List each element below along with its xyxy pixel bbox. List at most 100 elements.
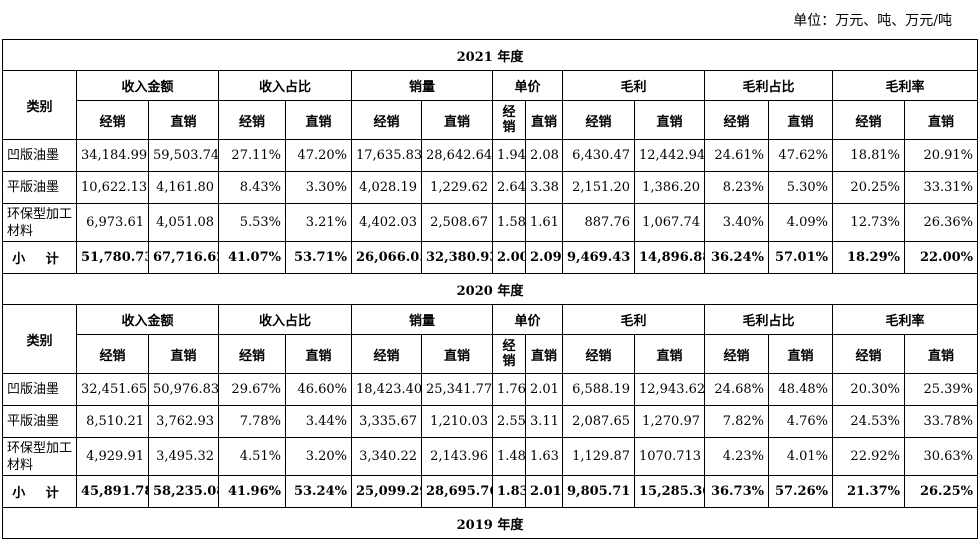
table-cell: 6,430.47 <box>562 139 635 172</box>
table-cell: 28,642.64 <box>421 139 493 172</box>
group-header: 毛利 <box>562 304 705 335</box>
table-cell: 4,051.08 <box>148 203 219 242</box>
table-cell: 1,229.62 <box>421 171 493 204</box>
table-cell: 20.91% <box>903 139 979 172</box>
table-cell: 50,976.83 <box>148 373 219 406</box>
header-row-groups: 类别 收入金额 收入占比 销量 单价 毛利 毛利占比 毛利率 <box>2 304 979 374</box>
table-cell: 1070.713 <box>634 437 705 476</box>
table-cell: 24.53% <box>832 405 905 438</box>
subtotal-row: 小 计 51,780.73 67,716.62 41.07% 53.71% 26,066.… <box>2 241 979 274</box>
table-cell: 2.08 <box>525 139 563 172</box>
table-cell: 2,508.67 <box>421 203 493 242</box>
table-cell: 2,087.65 <box>562 405 635 438</box>
table-cell: 8,510.21 <box>76 405 149 438</box>
table-cell: 4.23% <box>704 437 769 476</box>
subtotal-cell: 51,780.73 <box>76 241 149 274</box>
unit-note: 单位：万元、吨、万元/吨 <box>793 13 952 29</box>
subtotal-cell: 36.24% <box>704 241 769 274</box>
group-header: 毛利率 <box>831 70 979 101</box>
table-cell: 3.21% <box>285 203 352 242</box>
channel-header-distribution: 经销 <box>351 100 422 140</box>
table-cell: 34,184.99 <box>76 139 149 172</box>
group-header: 收入金额 <box>76 70 219 101</box>
subtotal-row: 小 计 45,891.78 58,235.08 41.96% 53.24% 25,099.… <box>2 475 979 508</box>
channel-header-distribution: 经销 <box>492 334 526 374</box>
subtotal-cell: 25,099.29 <box>351 475 422 508</box>
table-cell: 1.76 <box>492 373 526 406</box>
channel-header-distribution: 经销 <box>704 100 769 140</box>
subtotal-label: 小 计 <box>2 475 77 508</box>
table-cell: 7.78% <box>218 405 286 438</box>
table-cell: 46.60% <box>285 373 352 406</box>
channel-header-direct: 直销 <box>768 100 833 140</box>
table-cell: 20.30% <box>832 373 905 406</box>
table-cell: 10,622.13 <box>76 171 149 204</box>
table-cell: 2.55 <box>492 405 526 438</box>
channel-header-distribution: 经销 <box>562 100 635 140</box>
subtotal-cell: 53.24% <box>285 475 352 508</box>
table-cell: 4,028.19 <box>351 171 422 204</box>
year-title: 2021 年度 <box>1 39 979 71</box>
subtotal-cell: 28,695.76 <box>421 475 493 508</box>
table-cell: 12.73% <box>832 203 905 242</box>
subtotal-cell: 14,896.88 <box>634 241 705 274</box>
channel-header-distribution: 经销 <box>218 100 286 140</box>
table-cell: 25.39% <box>903 373 979 406</box>
subtotal-cell: 53.71% <box>285 241 352 274</box>
table-row: 平版油墨 10,622.13 4,161.80 8.43% 3.30% 4,028.19 1… <box>2 171 979 204</box>
table-cell: 3.11 <box>525 405 563 438</box>
table-cell: 1,386.20 <box>634 171 705 204</box>
year-row: 2021 年度 <box>1 39 979 71</box>
table-cell: 6,588.19 <box>562 373 635 406</box>
channel-header-direct: 直销 <box>903 100 979 140</box>
year-title: 2020 年度 <box>1 273 979 305</box>
table-cell: 1.48 <box>492 437 526 476</box>
table-cell: 2,151.20 <box>562 171 635 204</box>
channel-header-direct: 直销 <box>525 334 563 374</box>
table-cell: 3,340.22 <box>351 437 422 476</box>
row-category: 环保型加工材料 <box>2 203 77 242</box>
subtotal-cell: 57.01% <box>768 241 833 274</box>
channel-header-direct: 直销 <box>525 100 563 140</box>
channel-header-direct: 直销 <box>421 334 493 374</box>
header-row-channels: 经销 直销 经销 直销 经销 直销经销直销 经销 直销 经销 直销 经销 直销 <box>3 100 979 140</box>
channel-header-distribution: 经销 <box>832 334 905 374</box>
table-cell: 4.51% <box>218 437 286 476</box>
subtotal-cell: 41.96% <box>218 475 286 508</box>
table-cell: 1.94 <box>492 139 526 172</box>
table-cell: 1.61 <box>525 203 563 242</box>
table-cell: 4.76% <box>768 405 833 438</box>
table-cell: 3,335.67 <box>351 405 422 438</box>
subtotal-cell: 32,380.93 <box>421 241 493 274</box>
table-cell: 26.36% <box>903 203 979 242</box>
subtotal-cell: 22.00% <box>903 241 979 274</box>
table-cell: 5.30% <box>768 171 833 204</box>
subtotal-cell: 26,066.05 <box>351 241 422 274</box>
channel-header-direct: 直销 <box>903 334 979 374</box>
group-header: 收入占比 <box>218 70 352 101</box>
group-header: 收入占比 <box>218 304 352 335</box>
channel-header-direct: 直销 <box>148 334 219 374</box>
channel-header-direct: 直销 <box>285 334 352 374</box>
table-cell: 1,210.03 <box>421 405 493 438</box>
channel-header-distribution: 经销 <box>704 334 769 374</box>
subtotal-cell: 41.07% <box>218 241 286 274</box>
subtotal-cell: 2.09 <box>525 241 563 274</box>
table-cell: 33.31% <box>903 171 979 204</box>
group-header: 销量 <box>351 70 493 101</box>
channel-header-distribution: 经销 <box>492 100 526 140</box>
channel-header-distribution: 经销 <box>76 100 149 140</box>
channel-header-direct: 直销 <box>634 334 705 374</box>
subtotal-cell: 1.83 <box>492 475 526 508</box>
table-row: 环保型加工材料 4,929.91 3,495.32 4.51% 3.20% 3,340.2… <box>2 437 979 476</box>
table-row: 环保型加工材料 6,973.61 4,051.08 5.53% 3.21% 4,402.0… <box>2 203 979 242</box>
category-header: 类别 <box>2 70 77 140</box>
table-cell: 32,451.65 <box>76 373 149 406</box>
table-cell: 4,161.80 <box>148 171 219 204</box>
channel-header-direct: 直销 <box>634 100 705 140</box>
table-cell: 27.11% <box>218 139 286 172</box>
table-cell: 3.30% <box>285 171 352 204</box>
group-header: 毛利占比 <box>704 304 833 335</box>
subtotal-cell: 2.01 <box>525 475 563 508</box>
table-cell: 29.67% <box>218 373 286 406</box>
